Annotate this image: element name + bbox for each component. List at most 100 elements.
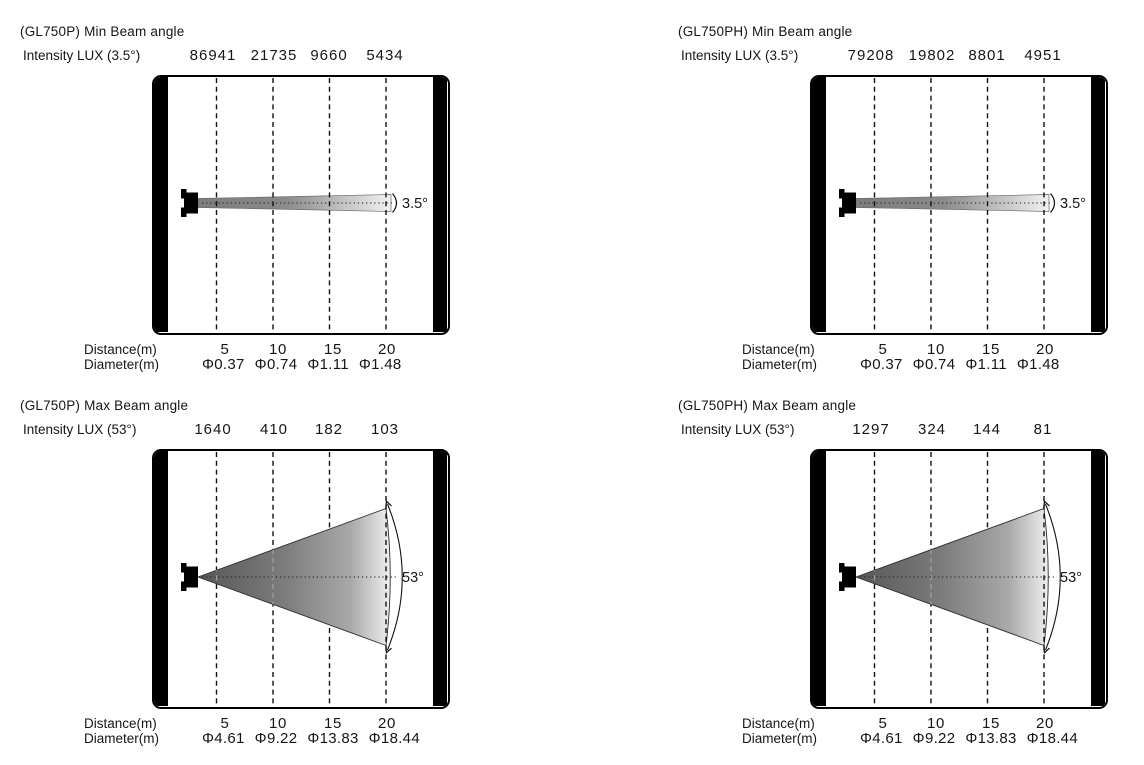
panel-title: (GL750PH) Min Beam angle: [678, 24, 853, 39]
intensity-value: 182: [314, 421, 344, 438]
panel-gl750p-max: (GL750P) Max Beam angle Intensity LUX (5…: [16, 395, 576, 763]
diameter-label: Diameter(m): [84, 731, 160, 746]
diameter-value: Φ0.37: [860, 356, 903, 373]
intensity-value: 1640: [194, 421, 232, 438]
distance-label: Distance(m): [742, 342, 815, 357]
panel-title: (GL750PH) Max Beam angle: [678, 398, 857, 413]
panel-gl750ph-min: (GL750PH) Min Beam angle Intensity LUX (…: [674, 21, 1144, 389]
distance-value: 10: [269, 715, 287, 732]
diameter-value: Φ0.37: [202, 356, 245, 373]
diameter-values-row: Φ0.37 Φ0.74 Φ1.11 Φ1.48: [860, 356, 1060, 373]
intensity-value: 86941: [189, 47, 237, 64]
intensity-value: 79208: [847, 47, 895, 64]
diameter-value: Φ1.48: [1016, 356, 1060, 373]
panel-title: (GL750P) Min Beam angle: [20, 24, 185, 39]
angle-arc: [392, 193, 398, 213]
beam-diagram-svg: [812, 451, 1105, 706]
wall-left-bar: [812, 451, 826, 706]
intensity-label: Intensity LUX (53°): [23, 422, 137, 437]
distance-value: 10: [927, 341, 945, 358]
diameter-values-row: Φ0.37 Φ0.74 Φ1.11 Φ1.48: [202, 356, 402, 373]
distance-value: 15: [324, 715, 342, 732]
intensity-value: 5434: [366, 47, 404, 64]
distance-value: 20: [378, 341, 396, 358]
angle-arc: [388, 504, 403, 650]
beam-diagram-svg: [154, 451, 447, 706]
intensity-value: 9660: [310, 47, 348, 64]
beam-diagram-svg: [154, 77, 447, 332]
diameter-label: Diameter(m): [742, 357, 818, 372]
distance-gridlines: [873, 78, 1045, 331]
diameter-values-row: Φ4.61 Φ9.22 Φ13.83 Φ18.44: [860, 730, 1078, 747]
distance-value: 15: [324, 341, 342, 358]
beam-angle-label: 53°: [1060, 570, 1082, 586]
distance-value: 20: [378, 715, 396, 732]
distance-gridlines: [215, 78, 387, 331]
panel-title: (GL750P) Max Beam angle: [20, 398, 189, 413]
wall-left-bar: [154, 451, 168, 706]
panel-gl750p-min: (GL750P) Min Beam angle Intensity LUX (3…: [16, 21, 576, 389]
distance-label: Distance(m): [84, 342, 157, 357]
distance-label: Distance(m): [84, 716, 157, 731]
distance-value: 15: [982, 341, 1000, 358]
intensity-value: 144: [972, 421, 1002, 438]
beam-diagram: 53°: [152, 449, 450, 709]
intensity-value: 1297: [852, 421, 890, 438]
angle-arc: [1050, 193, 1056, 213]
beam-angle-label: 53°: [402, 570, 424, 586]
intensity-value: 410: [259, 421, 289, 438]
beam-diagram: 53°: [810, 449, 1108, 709]
diameter-label: Diameter(m): [84, 357, 160, 372]
wall-right-bar: [1091, 451, 1105, 706]
diameter-values-row: Φ4.61 Φ9.22 Φ13.83 Φ18.44: [202, 730, 420, 747]
diameter-value: Φ1.11: [965, 356, 1007, 373]
diameter-value: Φ18.44: [368, 730, 420, 747]
diameter-value: Φ4.61: [860, 730, 903, 747]
lamp-icon: [839, 189, 856, 217]
distance-value: 10: [927, 715, 945, 732]
intensity-label: Intensity LUX (3.5°): [23, 48, 141, 63]
intensity-value: 8801: [968, 47, 1006, 64]
intensity-label: Intensity LUX (3.5°): [681, 48, 799, 63]
distance-value: 5: [220, 341, 230, 358]
distance-value: 20: [1036, 715, 1054, 732]
intensity-value: 21735: [250, 47, 298, 64]
beam-diagram: 3.5°: [810, 75, 1108, 335]
diameter-value: Φ1.11: [307, 356, 349, 373]
distance-label: Distance(m): [742, 716, 815, 731]
intensity-value: 103: [370, 421, 400, 438]
beam-diagram-svg: [812, 77, 1105, 332]
wall-right-bar: [433, 451, 447, 706]
wall-left-bar: [154, 77, 168, 332]
gridlines-over-beam: [873, 508, 989, 646]
wall-right-bar: [1091, 77, 1105, 332]
distance-value: 15: [982, 715, 1000, 732]
gridlines-over-beam: [215, 508, 331, 646]
beam-diagram: 3.5°: [152, 75, 450, 335]
lamp-icon: [181, 189, 198, 217]
wall-right-bar: [433, 77, 447, 332]
diameter-value: Φ0.74: [254, 356, 298, 373]
diameter-value: Φ4.61: [202, 730, 245, 747]
diameter-value: Φ13.83: [965, 730, 1017, 747]
diameter-value: Φ9.22: [254, 730, 298, 747]
intensity-value: 19802: [908, 47, 956, 64]
distance-value: 5: [878, 715, 888, 732]
wall-left-bar: [812, 77, 826, 332]
diameter-value: Φ0.74: [912, 356, 956, 373]
distance-value: 10: [269, 341, 287, 358]
distance-value: 20: [1036, 341, 1054, 358]
distance-value: 5: [878, 341, 888, 358]
lamp-icon: [839, 563, 856, 591]
beam-angle-label: 3.5°: [402, 196, 428, 212]
angle-arc: [1046, 504, 1061, 650]
lamp-icon: [181, 563, 198, 591]
diameter-value: Φ1.48: [358, 356, 402, 373]
distance-value: 5: [220, 715, 230, 732]
diameter-value: Φ18.44: [1026, 730, 1078, 747]
intensity-value: 81: [1033, 421, 1053, 438]
diameter-value: Φ13.83: [307, 730, 359, 747]
panel-gl750ph-max: (GL750PH) Max Beam angle Intensity LUX (…: [674, 395, 1144, 763]
diameter-label: Diameter(m): [742, 731, 818, 746]
